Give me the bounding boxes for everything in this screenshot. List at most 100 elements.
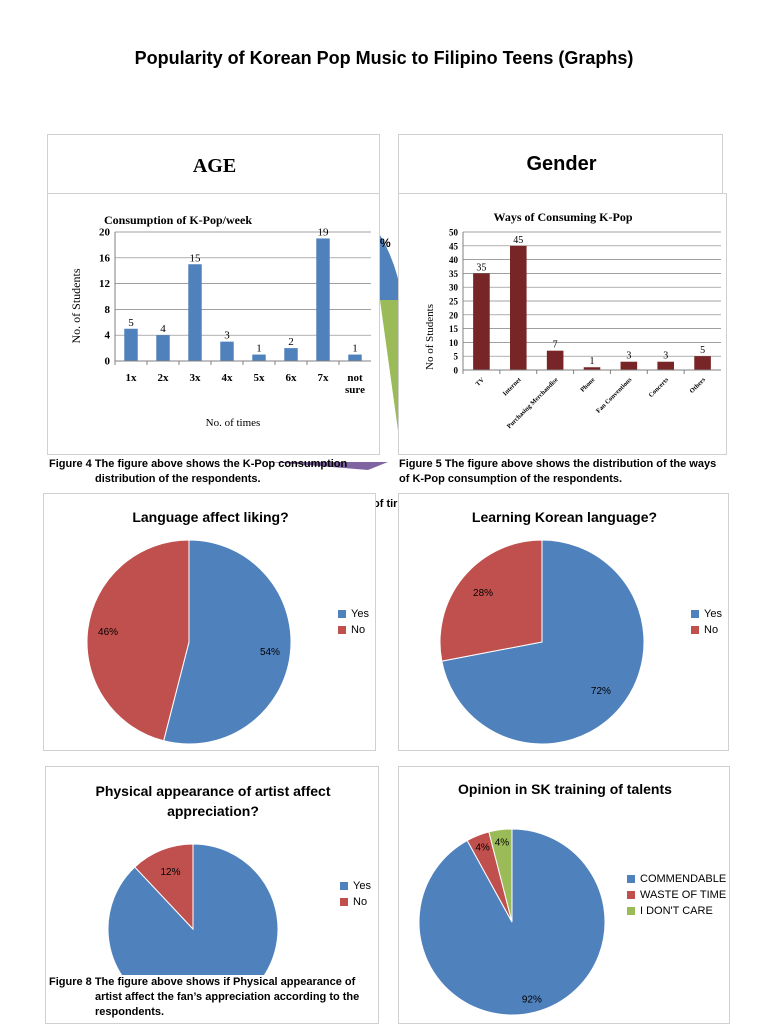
peek-text: of tir: [373, 498, 398, 510]
fig6-title: Language affect liking?: [132, 509, 289, 525]
fig5-ytick-label: 30: [449, 283, 459, 293]
fig4-ylabel: No. of Students: [69, 268, 83, 343]
fig4-data-label: 5: [128, 317, 134, 329]
fig5-data-label: 3: [626, 351, 631, 362]
fig7-slice: [441, 539, 645, 745]
fig7-title: Learning Korean language?: [471, 509, 658, 525]
fig4-category-label: 6x: [286, 372, 298, 384]
fig4-panel: Consumption of K-Pop/week No. of Student…: [47, 193, 380, 455]
fig8-legend-item: Yes: [340, 878, 371, 894]
fig9-legend-item: I DON'T CARE: [627, 903, 726, 919]
gender-header: Gender: [526, 153, 597, 175]
fig5-ytick-label: 0: [454, 366, 459, 376]
fig7-slice: [439, 539, 543, 662]
fig9-legend-item: COMMENDABLE: [627, 871, 726, 887]
fig4-caption: Figure 4 The figure above shows the K-Po…: [49, 457, 379, 487]
fig6-panel: Language affect liking? 54% 46% Yes No: [43, 493, 376, 751]
fig4-category-label: 2x: [158, 372, 170, 384]
fig5-ytick-label: 20: [449, 310, 459, 320]
fig5-ytick-label: 40: [449, 255, 459, 265]
fig8-legend-item: No: [340, 894, 371, 910]
fig4-category-label: sure: [345, 384, 365, 396]
fig8-caption-line1: Figure 8 The figure above shows if Physi…: [49, 976, 356, 988]
fig8-legend-label: Yes: [353, 880, 371, 892]
fig4-ytick-label: 12: [99, 278, 111, 290]
fig5-caption: Figure 5 The figure above shows the dist…: [399, 457, 729, 487]
fig5-data-label: 35: [476, 262, 486, 273]
fig6-legend-item: Yes: [338, 606, 369, 622]
fig7-legend-label: Yes: [704, 608, 722, 620]
fig4-category-label: not: [347, 372, 363, 384]
fig8-slice: [134, 843, 194, 931]
fig5-ytick-label: 5: [454, 352, 459, 362]
fig4-xlabel: No. of times: [206, 417, 261, 429]
fig4-data-label: 1: [256, 343, 262, 355]
fig8-caption: Figure 8 The figure above shows if Physi…: [49, 975, 378, 1020]
fig5-chart: Ways of Consuming K-Pop No of Students 0…: [424, 210, 721, 430]
fig9-chart: 92% 4% 4%: [418, 828, 606, 1016]
fig7-legend-label: No: [704, 624, 719, 636]
fig6-legend-label: No: [351, 624, 366, 636]
fig5-data-label: 5: [700, 345, 705, 356]
fig4-data-label: 1: [352, 343, 358, 355]
peek-percent: %: [380, 236, 391, 250]
gender-panel: Gender: [398, 134, 723, 194]
fig4-category-label: 7x: [318, 372, 330, 384]
fig5-bar: [473, 273, 490, 370]
fig4-bar: [316, 238, 330, 361]
fig5-bar: [583, 367, 601, 370]
fig5-bar: [694, 356, 711, 370]
fig6-value-label: 46%: [98, 627, 118, 638]
fig9-panel: Opinion in SK training of talents 92% 4% 4…: [398, 766, 730, 1024]
fig6-chart: 54% 46%: [86, 539, 292, 745]
fig8-legend: Yes No: [340, 878, 371, 910]
fig6-legend-swatch: [338, 626, 346, 634]
fig8-legend-swatch: [340, 882, 348, 890]
fig6-value-label: 54%: [260, 647, 280, 658]
fig9-legend-swatch: [627, 875, 635, 883]
fig5-bar: [620, 361, 638, 370]
fig8-legend-label: No: [353, 896, 368, 908]
fig4-bar: [252, 354, 266, 361]
fig4-category-label: 5x: [254, 372, 266, 384]
fig7-legend-swatch: [691, 626, 699, 634]
fig9-title: Opinion in SK training of talents: [458, 781, 672, 797]
fig8-caption-line2: artist affect the fan’s appreciation acc…: [95, 991, 360, 1003]
fig7-legend-swatch: [691, 610, 699, 618]
fig9-slice: [488, 828, 513, 923]
fig8-title: Physical appearance of artist affect app…: [95, 783, 331, 819]
fig5-ytick-label: 15: [449, 324, 459, 334]
fig9-value-label: 4%: [495, 838, 510, 849]
fig8-chart: 12%: [107, 843, 279, 1015]
fig4-ytick-label: 16: [99, 252, 111, 264]
fig5-data-label: 1: [590, 356, 595, 367]
fig5-data-label: 45: [513, 235, 523, 246]
fig9-legend-swatch: [627, 891, 635, 899]
fig5-data-label: 7: [553, 340, 558, 351]
fig8-caption-line3: respondents.: [95, 1006, 165, 1018]
fig5-bar: [657, 361, 675, 370]
fig9-legend: COMMENDABLE WASTE OF TIME I DON'T CARE: [627, 871, 726, 919]
fig4-ytick-label: 8: [105, 304, 111, 316]
fig9-legend-label: I DON'T CARE: [640, 905, 713, 917]
fig4-ytick-label: 4: [105, 330, 111, 342]
fig6-slice: [86, 539, 190, 742]
fig7-value-label: 72%: [591, 686, 611, 697]
fig5-caption-line1: Figure 5 The figure above shows the dist…: [399, 458, 717, 470]
fig4-bar: [188, 264, 202, 361]
fig6-legend-label: Yes: [351, 608, 369, 620]
fig4-data-label: 15: [190, 252, 202, 264]
fig7-legend: Yes No: [691, 606, 722, 638]
fig5-title: Ways of Consuming K-Pop: [493, 210, 632, 224]
fig9-value-label: 4%: [475, 843, 490, 854]
fig7-value-label: 28%: [473, 588, 493, 599]
fig9-legend-item: WASTE OF TIME: [627, 887, 726, 903]
fig8-legend-swatch: [340, 898, 348, 906]
fig5-category-label: Others: [689, 376, 708, 395]
fig4-caption-line2: distribution of the respondents.: [95, 473, 261, 485]
fig5-data-label: 3: [663, 351, 668, 362]
fig6-legend-swatch: [338, 610, 346, 618]
fig4-bar: [124, 328, 138, 361]
fig8-value-label: 12%: [160, 867, 180, 878]
fig6-legend: Yes No: [338, 606, 369, 638]
